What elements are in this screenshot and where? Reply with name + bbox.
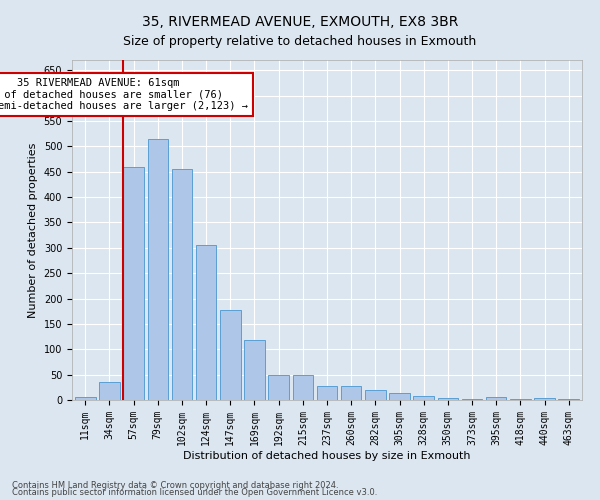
Bar	[317, 386, 337, 400]
Y-axis label: Number of detached properties: Number of detached properties	[28, 142, 38, 318]
Text: Contains public sector information licensed under the Open Government Licence v3: Contains public sector information licen…	[12, 488, 377, 497]
Text: 35, RIVERMEAD AVENUE, EXMOUTH, EX8 3BR: 35, RIVERMEAD AVENUE, EXMOUTH, EX8 3BR	[142, 15, 458, 29]
Bar	[413, 396, 434, 400]
Bar	[124, 166, 144, 400]
Bar	[244, 340, 265, 400]
Bar	[196, 245, 217, 400]
Bar	[341, 386, 361, 400]
Text: Contains HM Land Registry data © Crown copyright and database right 2024.: Contains HM Land Registry data © Crown c…	[12, 480, 338, 490]
Bar	[220, 310, 241, 400]
Bar	[534, 398, 555, 400]
Bar	[99, 382, 120, 400]
Bar	[437, 398, 458, 400]
Text: 35 RIVERMEAD AVENUE: 61sqm
← 3% of detached houses are smaller (76)
96% of semi-: 35 RIVERMEAD AVENUE: 61sqm ← 3% of detac…	[0, 78, 248, 111]
X-axis label: Distribution of detached houses by size in Exmouth: Distribution of detached houses by size …	[183, 450, 471, 460]
Bar	[389, 394, 410, 400]
Bar	[268, 374, 289, 400]
Bar	[172, 169, 192, 400]
Bar	[462, 399, 482, 400]
Text: Size of property relative to detached houses in Exmouth: Size of property relative to detached ho…	[124, 35, 476, 48]
Bar	[75, 398, 95, 400]
Bar	[148, 138, 168, 400]
Bar	[365, 390, 386, 400]
Bar	[293, 374, 313, 400]
Bar	[559, 399, 579, 400]
Bar	[486, 397, 506, 400]
